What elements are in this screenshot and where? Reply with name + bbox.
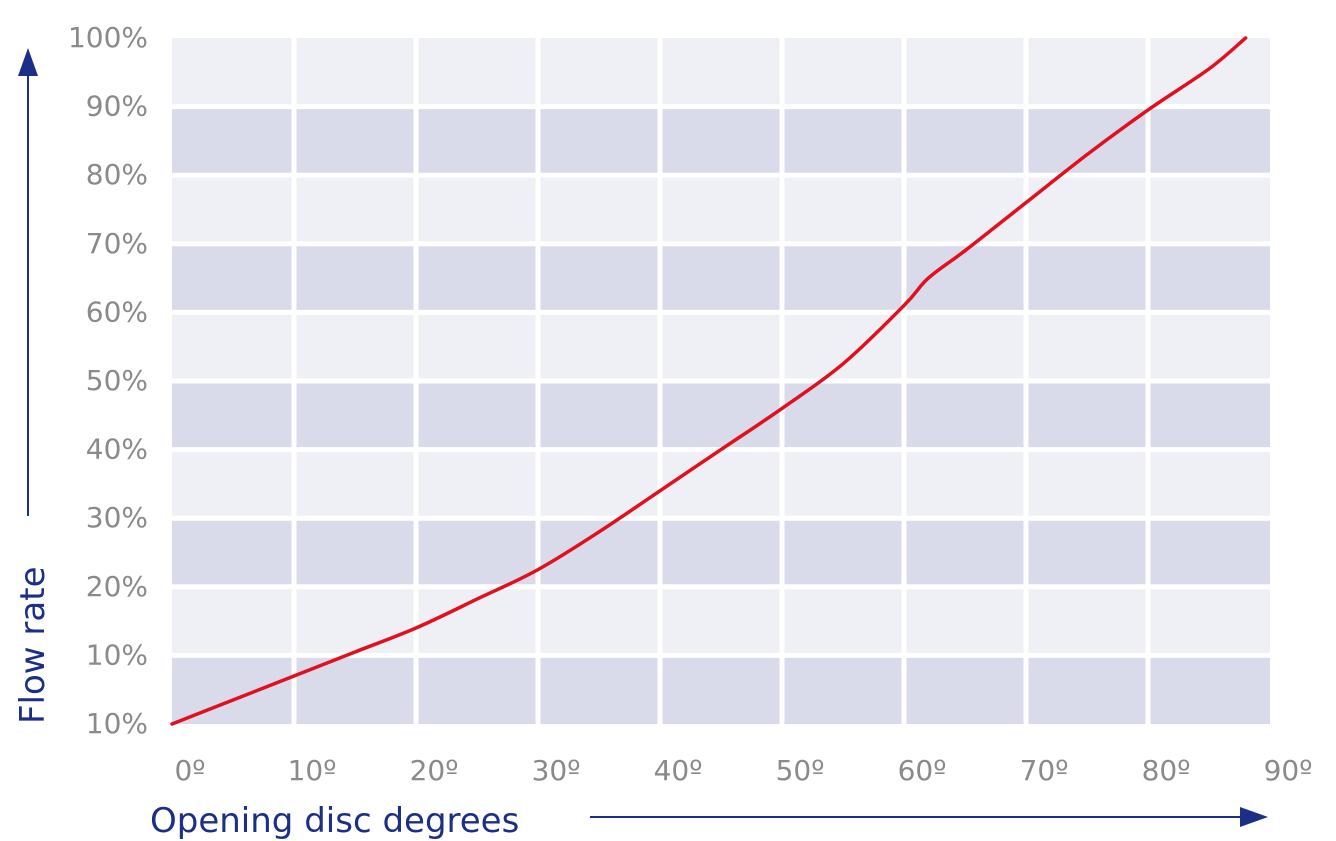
plot-band — [172, 518, 1270, 587]
y-tick-label: 60% — [86, 295, 148, 328]
y-tick-label: 80% — [86, 158, 148, 191]
y-tick-label: 40% — [86, 433, 148, 466]
y-tick-label: 70% — [86, 227, 148, 260]
y-axis: Flow rate — [13, 48, 53, 724]
x-tick-label: 70º — [1020, 754, 1069, 787]
plot-band — [172, 312, 1270, 381]
x-axis-ticks: 0º 10º 20º 30º 40º 50º 60º 70º 80º 90º — [174, 754, 1312, 787]
gridlines — [172, 38, 1270, 724]
y-tick-label: 100% — [68, 21, 148, 54]
plot-background — [172, 38, 1270, 724]
x-tick-label: 0º — [174, 754, 205, 787]
plot-band — [172, 106, 1270, 176]
x-tick-label: 90º — [1264, 754, 1313, 787]
x-tick-label: 20º — [410, 754, 459, 787]
x-axis: Opening disc degrees — [150, 801, 1268, 841]
y-tick-label: 10% — [86, 707, 148, 740]
y-axis-arrow-head — [18, 48, 38, 76]
flow-curve-line — [170, 36, 1248, 726]
plot-band — [172, 655, 1270, 724]
plot-band — [172, 381, 1270, 450]
y-tick-label: 90% — [86, 90, 148, 123]
x-tick-label: 50º — [776, 754, 825, 787]
x-tick-label: 40º — [654, 754, 703, 787]
x-axis-arrow-head — [1240, 807, 1268, 827]
x-tick-label: 10º — [288, 754, 337, 787]
y-tick-label: 20% — [86, 570, 148, 603]
plot-band — [172, 586, 1270, 656]
y-axis-title: Flow rate — [13, 567, 53, 724]
y-tick-label: 30% — [86, 501, 148, 534]
y-tick-label: 50% — [86, 364, 148, 397]
plot-band — [172, 175, 1270, 244]
plot-band — [172, 38, 1270, 107]
y-tick-label: 10% — [86, 638, 148, 671]
y-axis-ticks: 10% 10% 20% 30% 40% 50% 60% 70% 80% 90% 100% — [68, 21, 148, 740]
x-tick-label: 30º — [532, 754, 581, 787]
x-axis-title: Opening disc degrees — [150, 801, 519, 841]
x-tick-label: 60º — [898, 754, 947, 787]
x-tick-label: 80º — [1142, 754, 1191, 787]
plot-band — [172, 243, 1270, 313]
plot-band — [172, 449, 1270, 519]
